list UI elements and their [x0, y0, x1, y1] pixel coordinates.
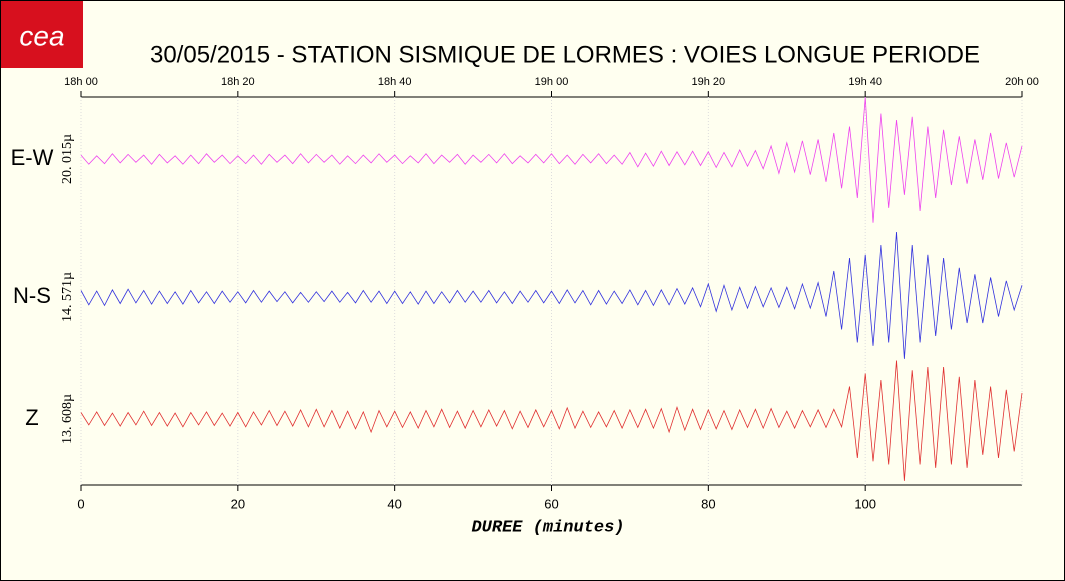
x-tick-label: 100	[854, 496, 876, 511]
trace	[80, 231, 1023, 359]
x-tick-label: 40	[387, 496, 401, 511]
scale-label: 20. 015µ	[60, 134, 75, 184]
x-tick-label: 80	[701, 496, 715, 511]
top-tick-label: 18h 40	[378, 76, 412, 88]
chart-title: 30/05/2015 - STATION SISMIQUE DE LORMES …	[150, 41, 980, 68]
top-tick-label: 19h 40	[848, 76, 882, 88]
channel-label: N-S	[13, 283, 51, 308]
top-tick-label: 19h 00	[535, 76, 569, 88]
channel-label: E-W	[11, 145, 54, 170]
scale-label: 14. 571µ	[60, 272, 75, 322]
top-tick-label: 20h 00	[1005, 76, 1039, 88]
channel-label: Z	[25, 405, 38, 430]
x-tick-label: 20	[231, 496, 245, 511]
scale-label: 13. 608µ	[60, 394, 75, 444]
x-tick-label: 60	[544, 496, 558, 511]
logo-box	[1, 1, 83, 68]
trace	[80, 97, 1023, 223]
logo: cea	[19, 20, 64, 51]
top-tick-label: 18h 00	[64, 76, 98, 88]
top-tick-label: 18h 20	[221, 76, 255, 88]
x-tick-label: 0	[77, 496, 84, 511]
trace	[80, 360, 1023, 481]
top-tick-label: 19h 20	[692, 76, 726, 88]
x-axis-label: DUREE (minutes)	[471, 518, 624, 537]
